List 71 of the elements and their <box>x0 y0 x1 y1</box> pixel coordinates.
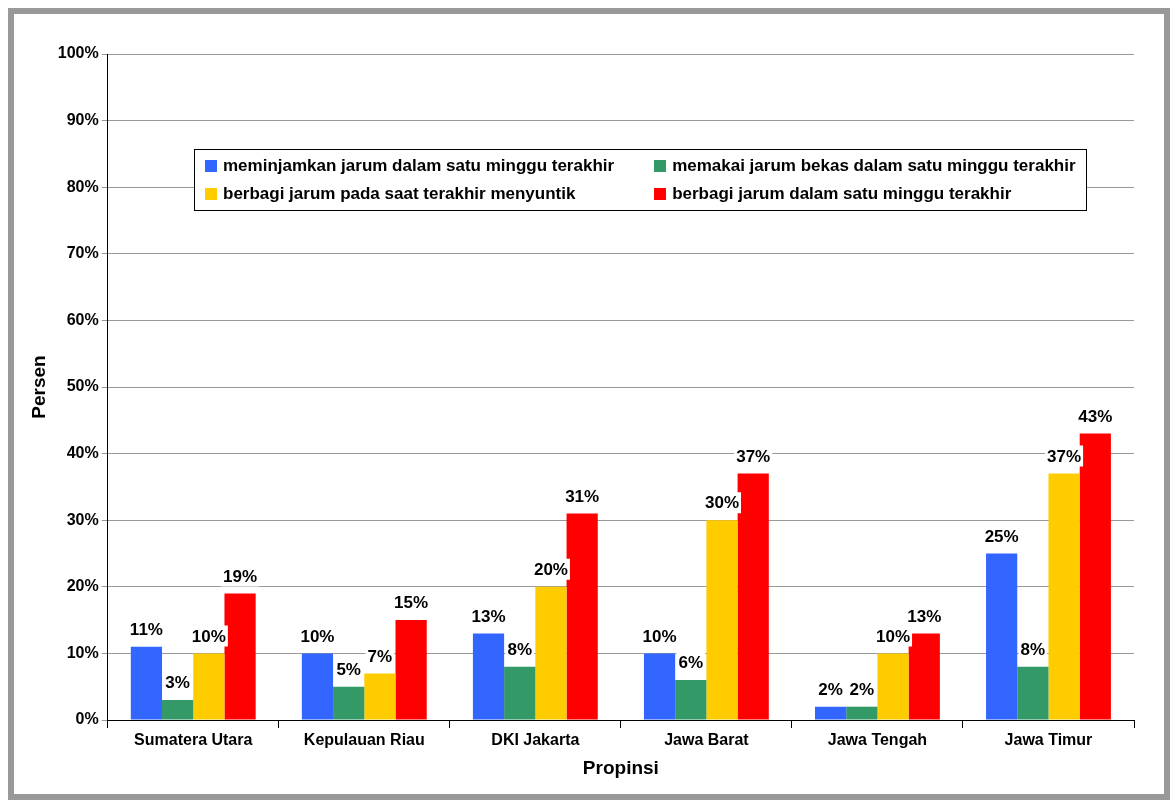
text: 10% <box>876 626 911 646</box>
x-tick-label: Jawa Tengah <box>827 731 928 749</box>
text: 2% <box>818 679 843 699</box>
bar <box>846 706 878 720</box>
text: 37% <box>1047 446 1082 466</box>
bar <box>535 586 567 720</box>
text: 20% <box>533 559 568 579</box>
bar <box>395 620 427 720</box>
bar <box>364 673 396 720</box>
text: 15% <box>394 593 429 613</box>
text: 13% <box>471 606 506 626</box>
y-tick-label: 40% <box>66 444 99 462</box>
bar <box>737 473 769 720</box>
legend-label: berbagi jarum pada saat terakhir menyuntik <box>223 184 576 204</box>
bar <box>908 633 940 720</box>
text: 10% <box>191 626 226 646</box>
y-tick-label: 50% <box>66 377 99 395</box>
text: 8% <box>1020 639 1046 659</box>
bar <box>130 646 163 720</box>
bar <box>675 680 707 720</box>
text: 6% <box>678 653 704 673</box>
y-tick-label: 0% <box>75 710 99 728</box>
bar <box>333 686 365 720</box>
text: 8% <box>507 639 533 659</box>
bar <box>1079 433 1111 720</box>
bar <box>1048 473 1080 720</box>
text: 43% <box>1078 406 1113 426</box>
y-tick-label: 70% <box>66 244 99 262</box>
y-axis-title: Persen <box>27 355 49 419</box>
y-tick-label: 30% <box>66 510 99 528</box>
bar <box>162 700 194 720</box>
bar <box>224 593 256 720</box>
bar <box>877 653 909 720</box>
text: 25% <box>984 526 1019 546</box>
text: 13% <box>907 606 942 626</box>
x-axis-title: Propinsi <box>582 756 659 778</box>
bar <box>815 706 847 720</box>
bar <box>1017 666 1049 720</box>
text: 10% <box>300 626 335 646</box>
y-tick-label: 10% <box>66 643 99 661</box>
text: 31% <box>565 486 600 506</box>
text: 3% <box>165 673 190 693</box>
text: 7% <box>367 646 393 666</box>
text: 37% <box>736 446 771 466</box>
bar <box>986 553 1018 720</box>
x-tick-label: DKI Jakarta <box>491 731 580 749</box>
bar <box>193 653 225 720</box>
legend-label: memakai jarum bekas dalam satu minggu terakhir <box>672 156 1076 176</box>
x-tick-label: Sumatera Utara <box>134 731 253 749</box>
text: 19% <box>223 566 258 586</box>
bar <box>706 520 738 720</box>
legend-label: meminjamkan jarum dalam satu minggu terakhir <box>223 156 615 176</box>
y-tick-label: 100% <box>57 44 99 62</box>
x-tick-label: Kepulauan Riau <box>303 731 425 749</box>
bar <box>504 666 536 720</box>
text: 2% <box>849 679 875 699</box>
text: 11% <box>129 619 163 639</box>
y-tick-label: 20% <box>66 577 99 595</box>
legend-label: berbagi jarum dalam satu minggu terakhir <box>672 184 1012 204</box>
x-tick-label: Jawa Timur <box>1004 731 1093 749</box>
y-tick-label: 90% <box>66 111 99 129</box>
text: 5% <box>336 659 361 679</box>
y-tick-label: 80% <box>66 177 99 195</box>
bar <box>566 513 598 720</box>
bar <box>472 633 505 720</box>
y-tick-label: 60% <box>66 310 99 328</box>
x-tick-label: Jawa Barat <box>664 731 750 749</box>
text: 30% <box>704 493 740 513</box>
text: 10% <box>642 626 677 646</box>
bar <box>643 653 676 720</box>
bar <box>301 653 334 720</box>
